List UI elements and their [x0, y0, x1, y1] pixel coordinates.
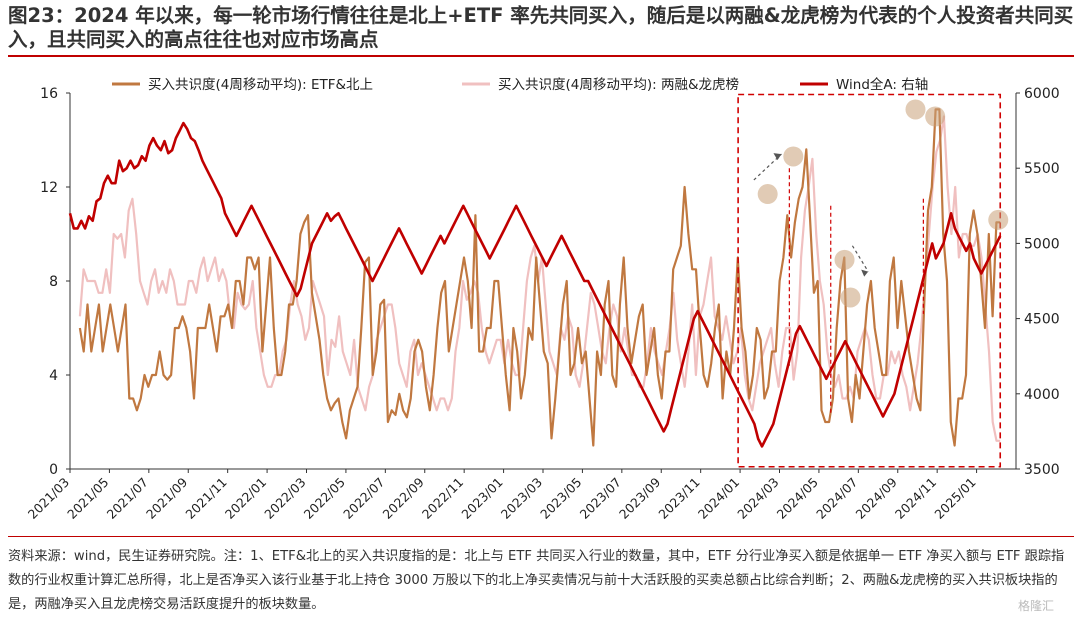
- x-tick-label: 2023/05: [537, 475, 584, 522]
- marker-circle: [988, 209, 1009, 230]
- x-tick-label: 2024/07: [813, 475, 860, 522]
- legend-label: Wind全A: 右轴: [836, 76, 928, 93]
- right-tick-label: 4000: [1024, 387, 1060, 403]
- watermark: 格隆汇: [1017, 599, 1054, 613]
- legend-label: 买入共识度(4周移动平均): 两融&龙虎榜: [498, 76, 739, 93]
- x-tick-label: 2021/07: [104, 475, 151, 522]
- x-tick-label: 2024/09: [853, 474, 900, 521]
- x-tick-label: 2024/05: [774, 475, 821, 522]
- marker-circle: [834, 249, 855, 270]
- right-tick-label: 4500: [1024, 312, 1060, 328]
- x-tick-label: 2024/11: [892, 475, 939, 522]
- x-tick-label: 2021/09: [143, 474, 190, 521]
- x-tick-label: 2023/01: [458, 475, 505, 522]
- x-tick-label: 2025/01: [931, 475, 978, 522]
- bottom-rule: [8, 536, 1074, 537]
- x-tick-label: 2023/11: [655, 475, 702, 522]
- right-tick-label: 6000: [1024, 86, 1060, 102]
- trend-arrow: [851, 245, 869, 272]
- marker-circle: [905, 99, 926, 120]
- series-lines: [68, 108, 1002, 448]
- left-tick-label: 16: [40, 86, 58, 102]
- marker-circle: [783, 146, 804, 167]
- highlight-box: [737, 93, 1002, 468]
- right-tick-label: 3500: [1024, 462, 1060, 478]
- x-tick-label: 2022/11: [419, 475, 466, 522]
- right-tick-label: 5000: [1024, 236, 1060, 252]
- marker-circle: [840, 287, 861, 308]
- left-tick-label: 0: [49, 462, 58, 478]
- left-tick-label: 8: [49, 274, 58, 290]
- left-tick-label: 12: [40, 180, 58, 196]
- x-tick-label: 2022/05: [301, 475, 348, 522]
- x-tick-label: 2023/03: [498, 475, 545, 522]
- chart-title: 图23：2024 年以来，每一轮市场行情往往是北上+ETF 率先共同买入，随后是…: [8, 4, 1074, 51]
- x-tick-label: 2022/09: [380, 474, 427, 521]
- series-line: [68, 121, 1002, 448]
- x-tick-label: 2023/09: [616, 474, 663, 521]
- right-tick-label: 5500: [1024, 161, 1060, 177]
- x-tick-label: 2024/03: [734, 475, 781, 522]
- left-tick-label: 4: [49, 368, 58, 384]
- annotations: [737, 93, 1009, 468]
- legend: 买入共识度(4周移动平均): ETF&北上 买入共识度(4周移动平均): 两融&龙…: [112, 76, 928, 93]
- x-tick-label: 2024/01: [695, 475, 742, 522]
- title-rule: [8, 55, 1074, 57]
- series-line: [78, 108, 1001, 447]
- series-line: [78, 115, 1001, 442]
- x-tick-label: 2022/03: [261, 475, 308, 522]
- marker-circle: [925, 106, 946, 127]
- x-tick-label: 2023/07: [577, 475, 624, 522]
- x-tick-label: 2022/07: [340, 475, 387, 522]
- x-tick-label: 2021/11: [182, 475, 229, 522]
- arrow-head: [773, 153, 782, 161]
- legend-label: 买入共识度(4周移动平均): ETF&北上: [148, 77, 373, 93]
- chart-svg: 04812163500400045005000550060002021/0320…: [25, 76, 1060, 522]
- x-tick-label: 2021/05: [64, 475, 111, 522]
- source-note: 资料来源：wind，民生证券研究院。注：1、ETF&北上的买入共识度指的是：北上…: [8, 549, 1065, 612]
- arrow-head: [861, 269, 869, 277]
- marker-circle: [757, 184, 778, 205]
- x-tick-label: 2021/03: [25, 475, 72, 522]
- x-tick-label: 2022/01: [222, 475, 269, 522]
